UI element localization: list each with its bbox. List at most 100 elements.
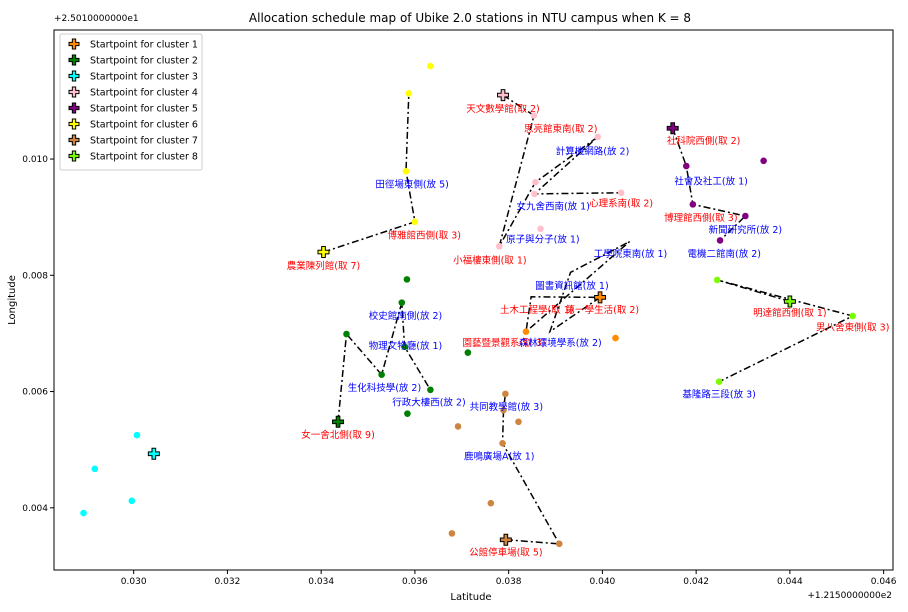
station-point-cluster-6	[411, 218, 419, 226]
station-point-cluster-4	[537, 225, 544, 233]
station-label: 森林環境學系(放 2)	[519, 337, 602, 349]
legend: Startpoint for cluster 1 Startpoint for c…	[59, 33, 203, 171]
legend-marker-cluster-1	[68, 38, 80, 50]
station-label: 園藝暨景觀系(取 3)	[462, 337, 545, 349]
station-label: 心理系南(取 2)	[589, 198, 653, 210]
station-label: 博雅館西側(取 3)	[388, 230, 461, 242]
startpoint-marker-cluster-5	[666, 122, 679, 135]
station-label: 物理文物廳(放 1)	[369, 340, 442, 352]
legend-marker-cluster-2	[68, 54, 80, 66]
x-tick-label: 0.042	[683, 577, 709, 587]
route-line-cluster-4	[498, 94, 622, 247]
station-label: 鹿鳴廣場A(放 1)	[464, 450, 534, 462]
legend-label-cluster-5: Startpoint for cluster 5	[90, 104, 198, 115]
station-label: 社科院西側(取 2)	[667, 135, 740, 147]
station-point-cluster-2	[378, 371, 385, 378]
station-point-cluster-4	[531, 190, 538, 198]
station-point-cluster-2	[404, 410, 411, 417]
station-point-cluster-2	[403, 276, 411, 283]
y-axis-label: Longitude	[7, 275, 18, 325]
station-point-cluster-1	[522, 328, 530, 335]
startpoint-markers	[147, 89, 796, 546]
station-point-cluster-7	[454, 423, 462, 430]
station-point-cluster-4	[532, 178, 539, 186]
station-point-cluster-7	[555, 540, 563, 548]
station-label: 土木工程學(取 1)	[500, 304, 573, 316]
station-label: 原子與分子(放 1)	[506, 234, 579, 246]
y-tick-label: 0.004	[22, 504, 48, 514]
station-label: 共同教學館(放 3)	[470, 401, 543, 413]
station-label: 電機二館南(放 2)	[688, 248, 761, 260]
chart-title: Allocation schedule map of Ubike 2.0 sta…	[249, 11, 691, 25]
route-line-cluster-7	[501, 393, 561, 545]
station-point-cluster-7	[487, 499, 495, 507]
station-label: 博理館西側(取 3)	[664, 212, 737, 224]
startpoint-marker-cluster-8	[783, 295, 796, 308]
station-point-cluster-2	[398, 299, 406, 306]
route-line-cluster-1	[524, 240, 631, 334]
station-label: 田徑場東側(放 5)	[375, 178, 448, 190]
x-tick-label: 0.030	[121, 577, 147, 587]
legend-label-cluster-1: Startpoint for cluster 1	[90, 40, 198, 51]
station-point-cluster-8	[715, 378, 723, 385]
station-point-cluster-8	[713, 276, 721, 284]
station-label: 思亮館東南(取 2)	[524, 123, 597, 135]
route-line-cluster-6	[323, 93, 416, 253]
station-label: 計算機網路(放 2)	[556, 145, 629, 157]
station-point-cluster-5	[689, 201, 697, 208]
station-point-cluster-3	[80, 509, 87, 517]
station-point-cluster-1	[612, 334, 619, 342]
station-point-cluster-4	[495, 242, 503, 250]
x-tick-label: 0.032	[215, 577, 241, 587]
station-label: 天文數學館(取 2)	[466, 103, 539, 115]
station-label: 校史館南側(放 2)	[369, 310, 442, 322]
station-point-cluster-4	[594, 133, 602, 141]
station-point-cluster-7	[500, 406, 507, 414]
startpoint-marker-cluster-7	[499, 533, 512, 546]
startpoint-marker-cluster-1	[594, 291, 607, 304]
station-point-cluster-2	[427, 386, 434, 394]
x-offset-label: +1.2150000000e2	[807, 591, 892, 601]
station-label: 圖書資訊館(放 1)	[535, 280, 608, 292]
x-tick-label: 0.046	[871, 577, 897, 587]
route-line-cluster-8	[717, 279, 855, 383]
station-label: 小福樓東側(取 1)	[453, 255, 526, 267]
x-tick-label: 0.040	[590, 577, 616, 587]
station-label: 新聞研究所(放 2)	[709, 224, 782, 236]
station-label: 公館停車場(取 5)	[469, 546, 542, 558]
legend-marker-cluster-4	[68, 86, 80, 98]
station-point-cluster-5	[760, 157, 767, 165]
station-point-cluster-6	[427, 62, 434, 70]
x-tick-label: 0.034	[308, 577, 334, 587]
legend-marker-cluster-8	[68, 150, 80, 162]
station-label: 明達館西側(取 1)	[753, 307, 826, 319]
legend-label-cluster-4: Startpoint for cluster 4	[90, 88, 198, 99]
station-label: 女九舍西南(放 1)	[516, 201, 589, 213]
plot-axes: 0.030 0.032 0.034 0.036 0.038 0.040 0.042 0.044…	[22, 29, 897, 587]
y-tick-label: 0.010	[22, 155, 48, 165]
legend-label-cluster-2: Startpoint for cluster 2	[90, 56, 198, 67]
station-label: 男八舍東側(取 3)	[816, 321, 889, 333]
station-point-cluster-7	[502, 390, 509, 398]
y-tick-label: 0.006	[22, 388, 48, 398]
legend-marker-cluster-7	[68, 134, 80, 146]
legend-label-cluster-8: Startpoint for cluster 8	[90, 152, 198, 163]
station-point-cluster-7	[499, 439, 506, 447]
station-point-cluster-7	[448, 530, 456, 537]
station-label: 工學院東南(放 1)	[594, 248, 667, 260]
legend-marker-cluster-6	[68, 118, 80, 130]
station-point-cluster-5	[682, 162, 690, 170]
station-point-cluster-6	[405, 90, 413, 97]
startpoint-marker-cluster-6	[317, 246, 330, 259]
legend-label-cluster-6: Startpoint for cluster 6	[90, 120, 198, 131]
station-point-cluster-3	[128, 497, 136, 505]
legend-label-cluster-7: Startpoint for cluster 7	[90, 136, 198, 147]
startpoint-marker-cluster-2	[332, 415, 345, 428]
legend-marker-cluster-3	[68, 70, 80, 82]
station-point-cluster-6	[402, 167, 410, 175]
station-point-cluster-3	[91, 465, 99, 473]
station-label: 行政大樓西(放 2)	[392, 396, 465, 408]
station-point-cluster-8	[849, 312, 856, 320]
x-tick-label: 0.044	[777, 577, 803, 587]
